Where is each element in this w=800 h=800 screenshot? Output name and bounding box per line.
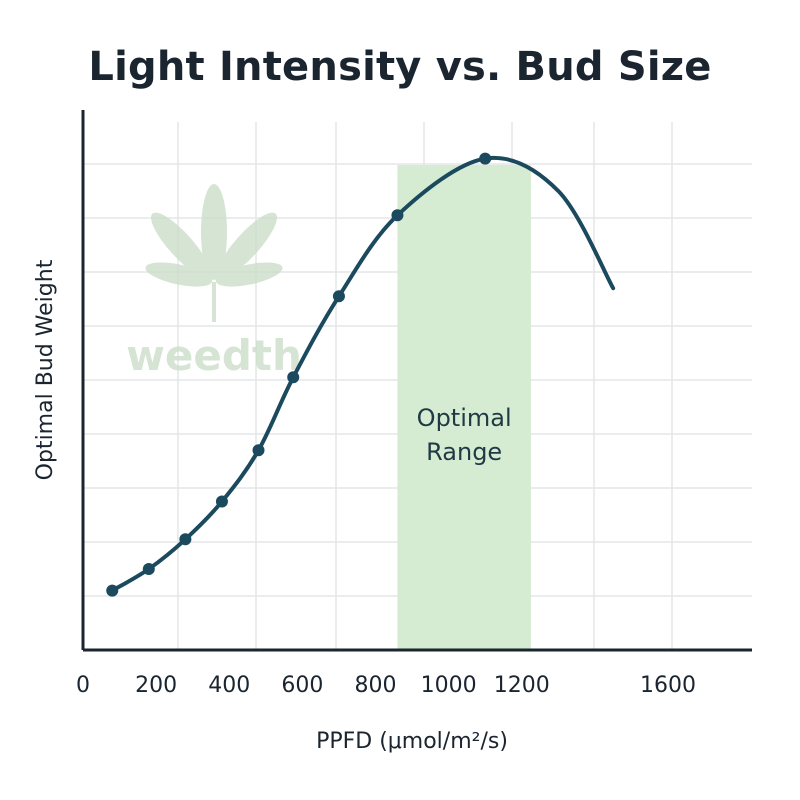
- data-point: [332, 290, 345, 303]
- x-axis-title: PPFD (μmol/m²/s): [316, 729, 508, 754]
- x-tick-label: 200: [135, 673, 177, 698]
- data-point: [106, 584, 119, 597]
- x-tick-label: 1000: [421, 673, 477, 698]
- data-point: [215, 495, 228, 508]
- watermark-text: weedth: [126, 331, 302, 380]
- data-point: [391, 209, 404, 222]
- data-point: [479, 152, 492, 165]
- data-point: [287, 371, 300, 384]
- axes: [81, 110, 752, 652]
- data-point: [252, 444, 265, 457]
- band-label-line-2: Range: [426, 438, 502, 466]
- x-tick-label: 0: [76, 673, 90, 698]
- x-tick-label: 1600: [640, 673, 696, 698]
- data-point: [142, 563, 155, 575]
- watermark: weedth: [126, 184, 302, 380]
- cannabis-leaf-icon: [145, 184, 283, 322]
- band-label-line-1: Optimal: [417, 404, 512, 432]
- x-tick-labels: 0 200 400 600 800 1000 1200 1600: [76, 673, 696, 698]
- optimal-range-band: [397, 165, 531, 650]
- chart-title: Light Intensity vs. Bud Size: [88, 44, 712, 90]
- data-points: [106, 152, 492, 597]
- data-point: [179, 533, 192, 546]
- x-tick-label: 800: [355, 673, 397, 698]
- y-axis-title: Optimal Bud Weight: [33, 259, 58, 480]
- x-tick-label: 1200: [494, 673, 550, 698]
- x-tick-label: 600: [281, 673, 323, 698]
- x-tick-label: 400: [208, 673, 250, 698]
